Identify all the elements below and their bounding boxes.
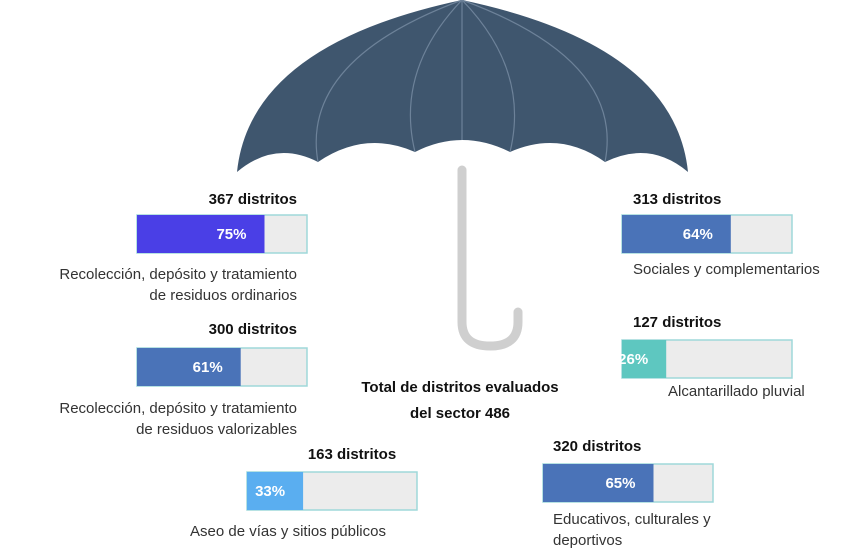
description: Aseo de vías y sitios públicos [190, 523, 386, 540]
count-label: 127 distritos [633, 314, 721, 331]
description: Sociales y complementarios [633, 261, 820, 278]
percent-label: 61% [193, 359, 223, 376]
umbrella-handle [457, 165, 523, 351]
umbrella [237, 0, 688, 351]
percent-label: 75% [216, 226, 246, 243]
bar-fill [137, 215, 265, 253]
center-text: Total de distritos evaluados [361, 379, 558, 396]
bar-fill [622, 215, 731, 253]
center-text: del sector 486 [410, 405, 510, 422]
percent-label: 64% [683, 226, 713, 243]
bar-fill [137, 348, 241, 386]
bar-fill [543, 464, 654, 502]
description: de residuos valorizables [136, 421, 297, 438]
count-label: 163 distritos [308, 446, 396, 463]
description: Recolección, depósito y tratamiento [59, 400, 297, 417]
description: deportivos [553, 532, 622, 548]
bar-fill [622, 340, 667, 378]
percent-label: 33% [255, 483, 285, 500]
umbrella-ribs [315, 0, 608, 163]
percent-label: 26% [618, 351, 648, 368]
count-label: 313 distritos [633, 191, 721, 208]
count-label: 367 distritos [209, 191, 297, 208]
percent-label: 65% [605, 475, 635, 492]
description: Recolección, depósito y tratamiento [59, 266, 297, 283]
count-label: 320 distritos [553, 438, 641, 455]
count-label: 300 distritos [209, 321, 297, 338]
description: Educativos, culturales y [553, 511, 711, 528]
bar-fill [247, 472, 304, 510]
description: Alcantarillado pluvial [668, 383, 805, 400]
description: de residuos ordinarios [149, 287, 297, 304]
